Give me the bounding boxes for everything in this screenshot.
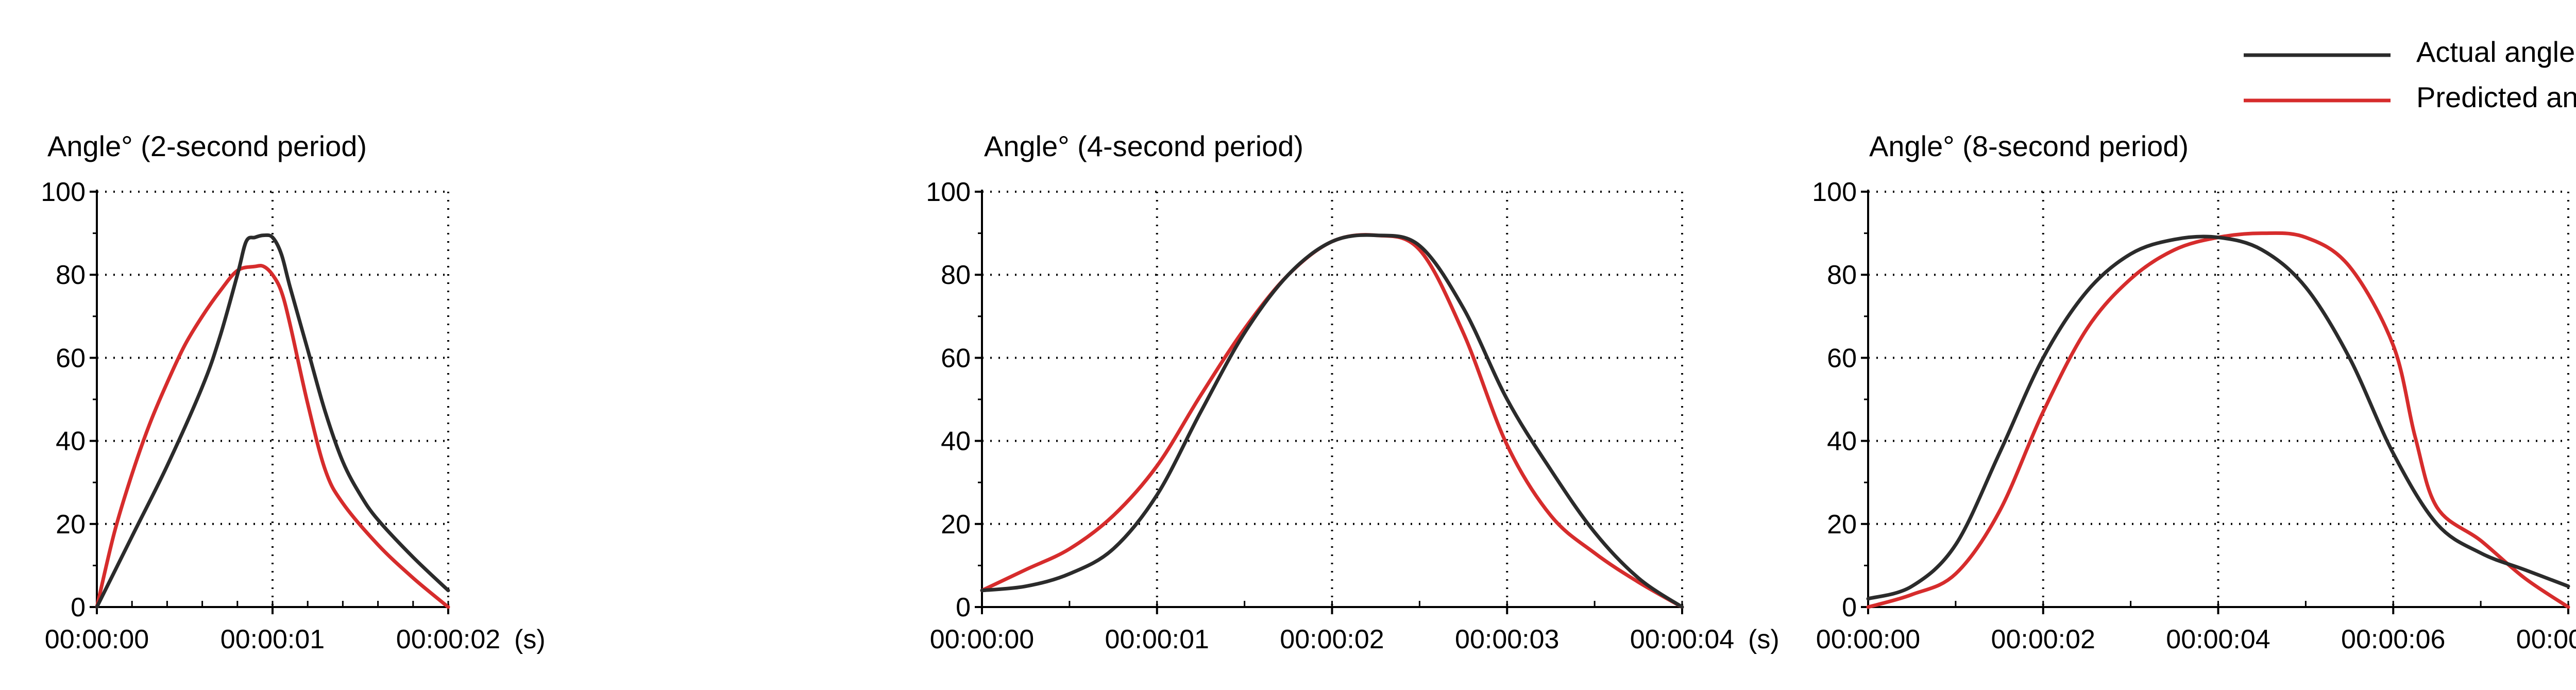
y-tick-label: 60 — [56, 343, 86, 373]
series-line-actual — [95, 233, 450, 609]
legend-label-actual: Actual angle — [2416, 36, 2575, 68]
x-tick-label: 00:00:08 — [2516, 625, 2576, 654]
y-tick-label: 40 — [941, 427, 971, 457]
chart-panel-4s: 0 20 40 60 80 100 00:00:00 00:00:01 00:00:02 00:0… — [926, 177, 1779, 654]
series-line-predicted — [1866, 231, 2570, 609]
y-tick-label: 20 — [941, 510, 971, 540]
y-tick-label: 0 — [1842, 593, 1857, 622]
chart-panel-8s: 0 20 40 60 80 100 00:00:00 00:00:02 00:00:04 00:0… — [1812, 177, 2576, 654]
y-tick-label: 0 — [71, 593, 86, 622]
y-tick-label: 60 — [1827, 343, 1857, 373]
y-tick-label: 40 — [1827, 427, 1857, 457]
x-tick-label: 00:00:00 — [1816, 625, 1920, 654]
x-tick-label: 00:00:00 — [930, 625, 1034, 654]
series-line-actual — [980, 233, 1684, 609]
x-tick-label: 00:00:03 — [1455, 625, 1559, 654]
series-line-predicted — [980, 233, 1684, 609]
chart-panel-2s: 0 20 40 60 80 100 00:00:00 00:00:01 00:00:02 (s) — [41, 177, 545, 654]
y-tick-label: 80 — [941, 260, 971, 290]
x-tick-label: 00:00:06 — [2341, 625, 2445, 654]
x-tick-label: 00:00:00 — [45, 625, 149, 654]
x-tick-label: 00:00:02 — [1991, 625, 2095, 654]
x-tick-label: 00:00:02 — [1280, 625, 1384, 654]
y-tick-label: 100 — [41, 177, 86, 207]
y-tick-label: 20 — [1827, 510, 1857, 540]
y-tick-label: 80 — [56, 260, 86, 290]
y-tick-label: 20 — [56, 510, 86, 540]
chart-title-2s: Angle° (2-second period) — [47, 130, 367, 162]
chart-title-4s: Angle° (4-second period) — [984, 130, 1303, 162]
chart-title-8s: Angle° (8-second period) — [1869, 130, 2189, 162]
x-unit-label: (s) — [1748, 625, 1780, 654]
legend: Actual angle Predicted angle — [2244, 36, 2576, 113]
legend-label-predicted: Predicted angle — [2416, 81, 2576, 113]
y-tick-label: 80 — [1827, 260, 1857, 290]
y-tick-label: 40 — [56, 427, 86, 457]
y-tick-label: 60 — [941, 343, 971, 373]
x-tick-label: 00:00:01 — [221, 625, 325, 654]
series-line-predicted — [95, 264, 450, 609]
x-tick-label: 00:00:04 — [1630, 625, 1734, 654]
x-tick-label: 00:00:02 — [396, 625, 500, 654]
x-tick-label: 00:00:04 — [2166, 625, 2270, 654]
y-tick-label: 100 — [926, 177, 971, 207]
x-unit-label: (s) — [514, 625, 546, 654]
y-tick-label: 100 — [1812, 177, 1857, 207]
series-line-actual — [1866, 234, 2570, 601]
x-tick-label: 00:00:01 — [1105, 625, 1209, 654]
y-tick-label: 0 — [956, 593, 971, 622]
